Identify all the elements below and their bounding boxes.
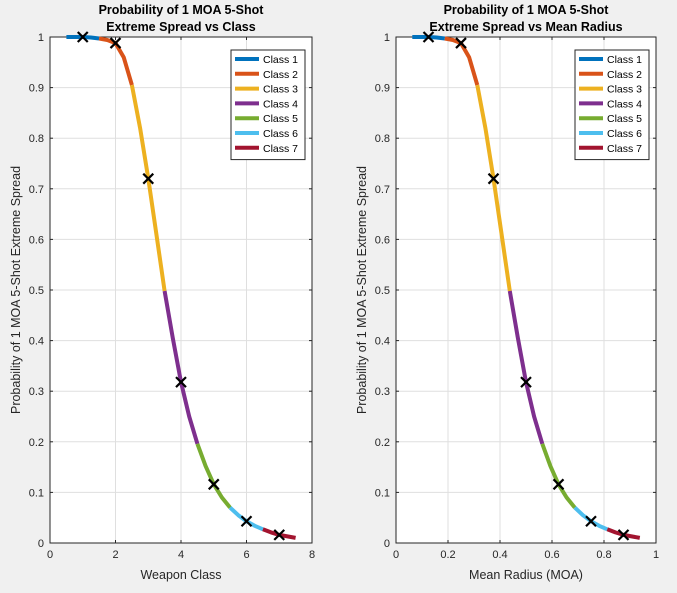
y-tick-label: 0.8 bbox=[375, 133, 390, 145]
data-marker bbox=[240, 515, 253, 528]
data-marker bbox=[175, 376, 187, 388]
legend-label: Class 1 bbox=[607, 54, 642, 66]
y-tick-label: 0.1 bbox=[375, 487, 390, 499]
chart-title: Extreme Spread vs Mean Radius bbox=[429, 20, 622, 34]
data-marker bbox=[273, 529, 286, 541]
legend-label: Class 4 bbox=[263, 98, 298, 110]
x-tick-label: 6 bbox=[243, 549, 249, 561]
data-marker bbox=[520, 376, 532, 388]
legend-label: Class 1 bbox=[263, 54, 298, 66]
y-tick-label: 0.4 bbox=[375, 336, 390, 348]
marker-stroke bbox=[617, 529, 630, 541]
y-tick-label: 0.7 bbox=[29, 184, 44, 196]
data-marker bbox=[455, 37, 467, 49]
legend-label: Class 3 bbox=[607, 84, 642, 96]
marker-stroke bbox=[585, 515, 597, 528]
data-marker bbox=[422, 31, 435, 43]
data-marker bbox=[585, 515, 597, 528]
y-tick-label: 0.2 bbox=[375, 437, 390, 449]
data-marker bbox=[552, 478, 565, 491]
y-tick-label: 0.5 bbox=[29, 285, 44, 297]
marker-stroke bbox=[487, 172, 500, 185]
marker-stroke bbox=[520, 376, 532, 388]
legend-label: Class 7 bbox=[607, 143, 642, 155]
y-tick-label: 0.2 bbox=[29, 437, 44, 449]
y-axis-label: Probability of 1 MOA 5-Shot Extreme Spre… bbox=[355, 166, 369, 414]
legend: Class 1 Class 2 Class 3 Class 4 Class 5 Class… bbox=[574, 49, 650, 161]
x-tick-label: 2 bbox=[112, 549, 118, 561]
data-marker bbox=[617, 529, 630, 541]
legend-label: Class 2 bbox=[607, 69, 642, 81]
marker-stroke bbox=[142, 172, 155, 185]
marker-stroke bbox=[207, 478, 220, 491]
y-tick-label: 1 bbox=[38, 32, 44, 44]
y-tick-label: 0.9 bbox=[29, 83, 44, 95]
chart-panel-1: 0 2 4 6 8 0 0.1 0.2 0.3 0.4 0.5 0.6 0.7 0.8 0.9 1 Class … bbox=[9, 3, 315, 582]
y-tick-label: 0.3 bbox=[375, 386, 390, 398]
x-tick-label: 0 bbox=[47, 549, 53, 561]
x-axis-label: Mean Radius (MOA) bbox=[469, 568, 583, 582]
data-marker bbox=[487, 172, 500, 185]
data-marker bbox=[207, 478, 220, 491]
x-tick-label: 1 bbox=[653, 549, 659, 561]
x-tick-label: 4 bbox=[178, 549, 184, 561]
marker-stroke bbox=[76, 31, 89, 43]
marker-stroke bbox=[273, 529, 286, 541]
legend-label: Class 5 bbox=[263, 113, 298, 125]
marker-stroke bbox=[455, 37, 467, 49]
y-tick-label: 0 bbox=[38, 538, 44, 550]
chart-title: Extreme Spread vs Class bbox=[106, 20, 255, 34]
x-tick-label: 0.8 bbox=[596, 549, 611, 561]
data-marker bbox=[142, 172, 155, 185]
data-marker bbox=[76, 31, 89, 43]
marker-stroke bbox=[175, 376, 187, 388]
y-tick-label: 0.7 bbox=[375, 184, 390, 196]
x-tick-label: 0.4 bbox=[492, 549, 507, 561]
legend: Class 1 Class 2 Class 3 Class 4 Class 5 Class… bbox=[230, 49, 306, 161]
legend-label: Class 5 bbox=[607, 113, 642, 125]
legend-label: Class 3 bbox=[263, 84, 298, 96]
marker-stroke bbox=[552, 478, 565, 491]
legend-label: Class 6 bbox=[607, 128, 642, 140]
y-tick-label: 0.6 bbox=[29, 234, 44, 246]
y-axis-label: Probability of 1 MOA 5-Shot Extreme Spre… bbox=[9, 166, 23, 414]
legend-label: Class 6 bbox=[263, 128, 298, 140]
legend-label: Class 4 bbox=[607, 98, 642, 110]
y-tick-label: 0.9 bbox=[375, 83, 390, 95]
chart-title: Probability of 1 MOA 5-Shot bbox=[99, 3, 265, 17]
y-tick-label: 1 bbox=[384, 32, 390, 44]
chart-panel-2: 0 0.2 0.4 0.6 0.8 1 0 0.1 0.2 0.3 0.4 0.5 0.6 0.7 0.8 0… bbox=[355, 3, 659, 582]
marker-stroke bbox=[109, 37, 122, 49]
y-tick-label: 0.3 bbox=[29, 386, 44, 398]
y-tick-label: 0.4 bbox=[29, 336, 44, 348]
x-tick-label: 8 bbox=[309, 549, 315, 561]
x-axis-label: Weapon Class bbox=[140, 568, 221, 582]
y-tick-label: 0.8 bbox=[29, 133, 44, 145]
x-tick-label: 0.6 bbox=[544, 549, 559, 561]
y-tick-label: 0.6 bbox=[375, 234, 390, 246]
marker-stroke bbox=[240, 515, 253, 528]
y-tick-label: 0.1 bbox=[29, 487, 44, 499]
marker-stroke bbox=[422, 31, 435, 43]
chart-title: Probability of 1 MOA 5-Shot bbox=[444, 3, 610, 17]
legend-label: Class 7 bbox=[263, 143, 298, 155]
x-tick-label: 0 bbox=[393, 549, 399, 561]
x-tick-label: 0.2 bbox=[440, 549, 455, 561]
y-tick-label: 0.5 bbox=[375, 285, 390, 297]
legend-label: Class 2 bbox=[263, 69, 298, 81]
data-marker bbox=[109, 37, 122, 49]
y-tick-label: 0 bbox=[384, 538, 390, 550]
